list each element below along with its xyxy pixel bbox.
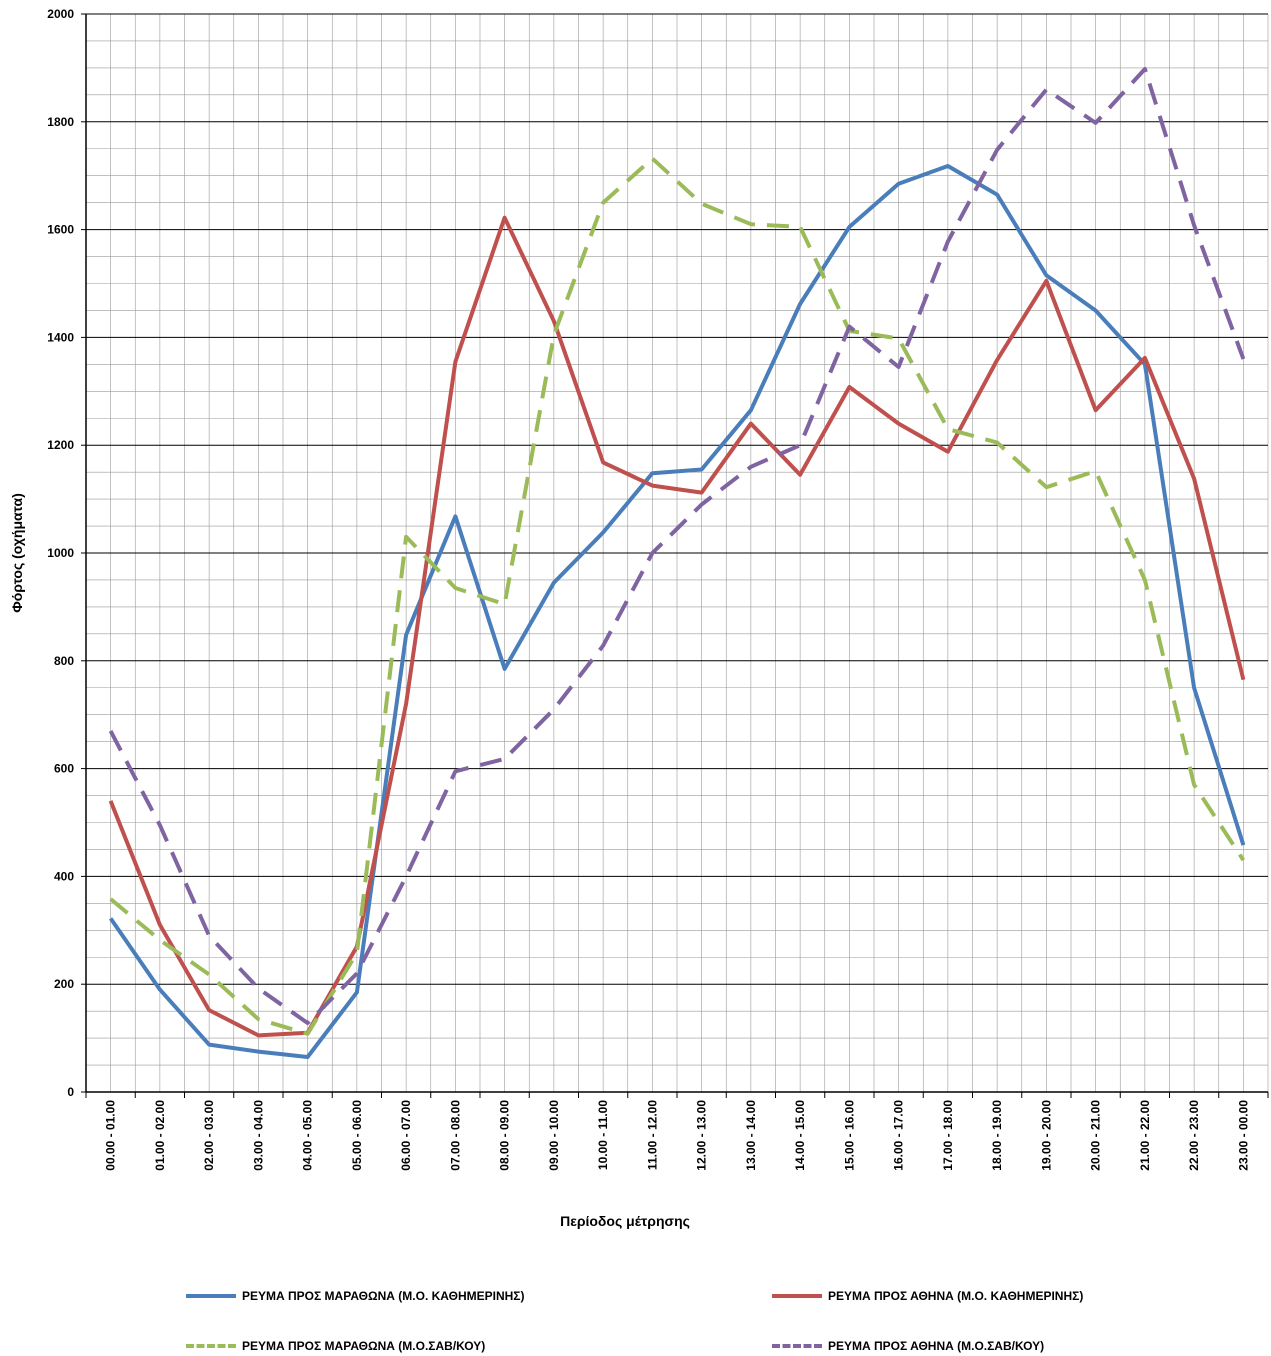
- x-tick-label: 09.00 - 10.00: [547, 1100, 561, 1171]
- legend-label-series-2: ΡΕΥΜΑ ΠΡΟΣ ΑΘΗΝΑ (Μ.Ο. ΚΑΘΗΜΕΡΙΝΗΣ): [828, 1289, 1084, 1303]
- x-tick-label: 19.00 - 20.00: [1039, 1100, 1053, 1171]
- x-axis-title: Περίοδος μέτρησης: [560, 1213, 690, 1229]
- legend: ΡΕΥΜΑ ΠΡΟΣ ΜΑΡΑΘΩΝΑ (Μ.Ο. ΚΑΘΗΜΕΡΙΝΗΣ) Ρ…: [0, 1270, 1271, 1354]
- x-tick-label: 01.00 - 02.00: [153, 1100, 167, 1171]
- y-tick-label: 800: [54, 654, 74, 668]
- y-tick-label: 1800: [47, 115, 74, 129]
- line-chart: 0 200 400 600 800 1000 1200 1400 1600 1800 2000 00…: [9, 7, 1269, 1229]
- x-tick-label: 06.00 - 07.00: [399, 1100, 413, 1171]
- x-tick-label: 23.00 - 00.00: [1236, 1100, 1250, 1171]
- series-lines: [108, 67, 1246, 1059]
- y-tick-label: 0: [67, 1085, 74, 1099]
- legend-item-series-3: ΡΕΥΜΑ ΠΡΟΣ ΜΑΡΑΘΩΝΑ (Μ.Ο.ΣΑΒ/ΚΟΥ): [186, 1336, 485, 1356]
- x-axis-tick-labels: 00.00 - 01.00 01.00 - 02.00 02.00 - 03.00 0…: [85, 1092, 1269, 1171]
- x-tick-label: 02.00 - 03.00: [202, 1100, 216, 1171]
- series-line-1: [108, 164, 1246, 1059]
- legend-label-series-4: ΡΕΥΜΑ ΠΡΟΣ ΑΘΗΝΑ (Μ.Ο.ΣΑΒ/ΚΟΥ): [828, 1339, 1045, 1353]
- x-tick-label: 18.00 - 19.00: [990, 1100, 1004, 1171]
- y-tick-label: 600: [54, 762, 74, 776]
- legend-item-series-2: ΡΕΥΜΑ ΠΡΟΣ ΑΘΗΝΑ (Μ.Ο. ΚΑΘΗΜΕΡΙΝΗΣ): [772, 1286, 1083, 1306]
- legend-item-series-1: ΡΕΥΜΑ ΠΡΟΣ ΜΑΡΑΘΩΝΑ (Μ.Ο. ΚΑΘΗΜΕΡΙΝΗΣ): [186, 1286, 525, 1306]
- y-tick-label: 1000: [47, 546, 74, 560]
- y-tick-label: 400: [54, 869, 74, 883]
- x-tick-label: 08.00 - 09.00: [498, 1100, 512, 1171]
- y-tick-label: 1600: [47, 223, 74, 237]
- legend-swatch-series-3: [186, 1344, 236, 1348]
- x-tick-label: 07.00 - 08.00: [448, 1100, 462, 1171]
- x-tick-label: 03.00 - 04.00: [251, 1100, 265, 1171]
- legend-swatch-series-4: [772, 1344, 822, 1348]
- series-line-4: [108, 67, 1246, 1025]
- y-axis-tick-labels: 0 200 400 600 800 1000 1200 1400 1600 1800 2000: [47, 7, 74, 1099]
- y-tick-label: 200: [54, 977, 74, 991]
- y-tick-label: 2000: [47, 7, 74, 21]
- x-tick-label: 14.00 - 15.00: [793, 1100, 807, 1171]
- series-line-2: [108, 215, 1246, 1038]
- y-axis-title: Φόρτος (οχήματα): [9, 493, 25, 613]
- x-tick-label: 21.00 - 22.00: [1138, 1100, 1152, 1171]
- x-tick-label: 17.00 - 18.00: [941, 1100, 955, 1171]
- x-tick-label: 04.00 - 05.00: [301, 1100, 315, 1171]
- x-tick-label: 05.00 - 06.00: [350, 1100, 364, 1171]
- legend-label-series-3: ΡΕΥΜΑ ΠΡΟΣ ΜΑΡΑΘΩΝΑ (Μ.Ο.ΣΑΒ/ΚΟΥ): [242, 1339, 486, 1353]
- major-gridlines: [81, 13, 1268, 1093]
- legend-item-series-4: ΡΕΥΜΑ ΠΡΟΣ ΑΘΗΝΑ (Μ.Ο.ΣΑΒ/ΚΟΥ): [772, 1336, 1044, 1356]
- x-tick-label: 22.00 - 23.00: [1187, 1100, 1201, 1171]
- x-tick-label: 12.00 - 13.00: [695, 1100, 709, 1171]
- x-tick-label: 16.00 - 17.00: [892, 1100, 906, 1171]
- x-tick-label: 20.00 - 21.00: [1089, 1100, 1103, 1171]
- legend-swatch-series-1: [186, 1294, 236, 1298]
- y-tick-label: 1200: [47, 438, 74, 452]
- y-tick-label: 1400: [47, 330, 74, 344]
- legend-swatch-series-2: [772, 1294, 822, 1298]
- x-tick-label: 13.00 - 14.00: [744, 1100, 758, 1171]
- series-line-3: [109, 156, 1246, 1036]
- x-tick-label: 00.00 - 01.00: [104, 1100, 118, 1171]
- x-tick-label: 10.00 - 11.00: [596, 1100, 610, 1170]
- x-tick-label: 11.00 - 12.00: [645, 1100, 659, 1170]
- legend-label-series-1: ΡΕΥΜΑ ΠΡΟΣ ΜΑΡΑΘΩΝΑ (Μ.Ο. ΚΑΘΗΜΕΡΙΝΗΣ): [242, 1289, 525, 1303]
- x-tick-label: 15.00 - 16.00: [842, 1100, 856, 1171]
